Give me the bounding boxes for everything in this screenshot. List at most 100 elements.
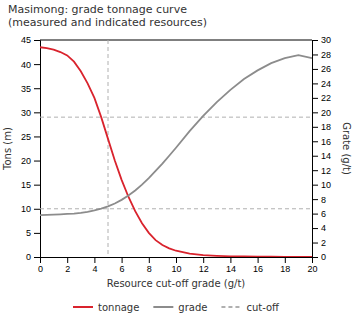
tick-mark <box>34 64 40 65</box>
series-line <box>40 47 312 257</box>
marks <box>40 40 312 257</box>
tick-mark <box>312 141 318 142</box>
tick-mark <box>285 257 286 263</box>
tick: 10 <box>171 257 181 274</box>
tick-label: 0 <box>26 252 31 262</box>
axis-line <box>41 258 313 264</box>
tick-label: 24 <box>321 79 331 89</box>
tick-mark <box>34 88 40 89</box>
tick-label: 15 <box>21 180 31 190</box>
y2-label: Grate (g/t) <box>341 122 352 175</box>
tick: 0 <box>26 252 40 262</box>
tick: 12 <box>199 257 209 274</box>
chart: Masimong: grade tonnage curve(measured a… <box>0 0 352 319</box>
tick-label: 8 <box>321 195 326 205</box>
legend-swatch <box>153 306 173 308</box>
tick-mark <box>312 83 318 84</box>
tick-label: 0 <box>321 252 326 262</box>
tick-label: 4 <box>92 264 97 274</box>
tick-mark <box>312 69 318 70</box>
tick: 6 <box>120 257 125 274</box>
tick-mark <box>203 257 204 263</box>
legend-item: tonnage <box>73 302 139 313</box>
tick-label: 10 <box>171 264 181 274</box>
frame <box>40 40 312 41</box>
tick-mark <box>34 112 40 113</box>
tick-mark <box>34 161 40 162</box>
tick-label: 14 <box>226 264 236 274</box>
tick-label: 6 <box>321 209 326 219</box>
tick: 20 <box>21 156 40 166</box>
tick-label: 35 <box>21 84 31 94</box>
y-label: Tons (m) <box>2 127 13 171</box>
tick-label: 28 <box>321 50 331 60</box>
tick-mark <box>312 257 318 258</box>
tick-mark <box>176 257 177 263</box>
tick-mark <box>312 98 318 99</box>
legend-item: cut-off <box>221 302 280 313</box>
legend: tonnage grade cut-off <box>73 302 280 313</box>
tick-mark <box>312 185 318 186</box>
tick-mark <box>312 214 318 215</box>
title: Masimong: grade tonnage curve(measured a… <box>8 3 207 29</box>
tick-mark <box>312 156 318 157</box>
tick-mark <box>34 209 40 210</box>
tick-label: 22 <box>321 93 331 103</box>
tick-label: 16 <box>321 137 331 147</box>
tick: 40 <box>21 59 40 69</box>
legend-label: grade <box>178 302 207 313</box>
tick: 6 <box>312 209 326 219</box>
axis-line <box>34 41 41 258</box>
tick: 22 <box>312 93 331 103</box>
tick-mark <box>94 257 95 263</box>
tick: 45 <box>21 35 40 45</box>
tick-label: 4 <box>321 223 326 233</box>
series-line <box>40 55 312 215</box>
cutoff-line <box>108 40 109 257</box>
tick-label: 12 <box>199 264 209 274</box>
tick: 2 <box>65 257 70 274</box>
tick-label: 30 <box>21 108 31 118</box>
tick-label: 18 <box>321 122 331 132</box>
tick-label: 18 <box>280 264 290 274</box>
legend-label: cut-off <box>246 302 280 313</box>
tick-mark <box>34 136 40 137</box>
tick: 18 <box>312 122 331 132</box>
tick: 28 <box>312 50 331 60</box>
plot: 0246810121416182005101520253035404502468… <box>21 35 331 274</box>
y2-axis: 024681012141618202224262830 <box>312 35 331 262</box>
tick-label: 2 <box>65 264 70 274</box>
tick-mark <box>312 40 318 41</box>
tick: 2 <box>312 238 326 248</box>
tick: 8 <box>147 257 152 274</box>
tick: 16 <box>253 257 263 274</box>
tick-mark <box>312 127 318 128</box>
tick-label: 14 <box>321 151 331 161</box>
tick-label: 30 <box>321 35 331 45</box>
tick-label: 12 <box>321 166 331 176</box>
tick-label: 10 <box>321 180 331 190</box>
tick-label: 40 <box>21 59 31 69</box>
tick: 0 <box>38 257 43 274</box>
axis-line <box>313 41 319 258</box>
tick-label: 10 <box>21 204 31 214</box>
tick-label: 20 <box>21 156 31 166</box>
tick-mark <box>149 257 150 263</box>
cutoff-line <box>40 208 312 209</box>
tick-mark <box>34 257 40 258</box>
tick-label: 45 <box>21 35 31 45</box>
tick: 20 <box>312 108 331 118</box>
tick: 16 <box>312 137 331 147</box>
tick-label: 16 <box>253 264 263 274</box>
tick: 10 <box>21 204 40 214</box>
tick-label: 20 <box>321 108 331 118</box>
tick-label: 6 <box>120 264 125 274</box>
tick: 4 <box>312 223 326 233</box>
tick: 15 <box>21 180 40 190</box>
tick: 35 <box>21 84 40 94</box>
tick-label: 26 <box>321 64 331 74</box>
tick-mark <box>312 243 318 244</box>
legend-swatch <box>73 306 93 308</box>
tick: 14 <box>226 257 236 274</box>
tick: 5 <box>26 228 40 238</box>
